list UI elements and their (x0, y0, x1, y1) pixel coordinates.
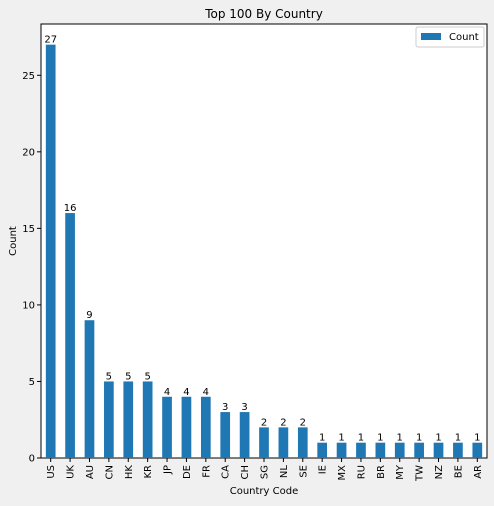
bar (200, 396, 211, 458)
y-tick-label: 5 (29, 377, 35, 388)
y-axis-label: Count (8, 226, 19, 256)
x-tick-label: IE (318, 465, 329, 474)
x-tick-label: SE (298, 465, 309, 478)
data-label: 1 (474, 433, 480, 444)
data-label: 3 (222, 402, 228, 413)
bar (259, 427, 269, 458)
bar (453, 442, 463, 458)
x-tick-label: CA (221, 465, 232, 479)
data-label: 1 (338, 433, 344, 444)
data-label: 3 (241, 402, 247, 413)
y-tick-label: 15 (22, 224, 35, 235)
x-tick-label: TW (415, 465, 426, 482)
data-label: 1 (358, 433, 364, 444)
x-tick-label: MY (395, 464, 406, 480)
x-tick-label: NZ (434, 465, 445, 479)
data-label: 4 (183, 387, 189, 398)
data-label: 1 (435, 433, 441, 444)
bar (162, 396, 172, 458)
data-label: 1 (455, 433, 461, 444)
legend-swatch (421, 33, 441, 40)
x-tick-label: AR (473, 465, 484, 479)
bar (104, 381, 114, 458)
bar (433, 442, 444, 458)
data-label: 4 (164, 387, 170, 398)
bar (181, 396, 192, 458)
bar (356, 442, 366, 458)
plot-area (40, 23, 488, 459)
legend-label: Count (449, 32, 479, 43)
bar (142, 381, 153, 458)
chart-title: Top 100 By Country (204, 7, 323, 21)
data-label: 2 (261, 417, 267, 428)
data-label: 27 (44, 35, 57, 46)
x-tick-label: MX (337, 465, 348, 481)
bar (414, 442, 424, 458)
bar (472, 442, 483, 458)
y-axis: 0 5 10 15 20 25 (22, 71, 41, 465)
data-label: 1 (377, 433, 383, 444)
data-label: 16 (64, 203, 77, 214)
x-tick-label: HK (124, 465, 135, 480)
data-label: 1 (397, 433, 403, 444)
x-axis-label: Country Code (230, 486, 299, 497)
x-tick-label: US (46, 465, 57, 479)
x-tick-label: BE (453, 465, 464, 478)
x-tick-label: CH (240, 465, 251, 480)
bar (84, 320, 95, 458)
x-tick-label: CN (104, 465, 115, 479)
bar (317, 442, 328, 458)
bar (297, 427, 308, 458)
data-label: 4 (203, 387, 209, 398)
x-tick-label: FR (201, 465, 212, 478)
y-tick-label: 10 (22, 300, 35, 311)
data-label: 5 (125, 371, 131, 382)
y-tick-label: 25 (22, 71, 35, 82)
data-label: 1 (416, 433, 422, 444)
x-tick-label: BR (376, 465, 387, 479)
x-tick-label: NL (279, 465, 290, 478)
x-tick-label: SG (260, 465, 271, 479)
x-tick-label: DE (182, 465, 193, 479)
bar (278, 427, 289, 458)
data-label: 5 (106, 371, 112, 382)
bar (239, 412, 250, 458)
x-tick-label: AU (85, 465, 96, 479)
bar (123, 381, 134, 458)
bar-series: 27 16 9 5 5 5 4 4 4 3 3 2 2 2 1 1 1 1 1 1 1 1 1 (44, 35, 483, 459)
data-label: 1 (319, 433, 325, 444)
x-tick-label: KR (143, 465, 154, 479)
bar (336, 442, 347, 458)
y-tick-label: 0 (29, 454, 35, 465)
bar (220, 412, 231, 458)
legend: Count (415, 26, 485, 48)
bar (45, 44, 56, 459)
data-label: 2 (280, 417, 286, 428)
bar (394, 442, 405, 458)
bar (375, 442, 386, 458)
legend-box (415, 26, 485, 48)
x-axis: US UK AU CN HK KR JP DE FR CA CH SG NL SE IE MX RU BR MY TW… (46, 458, 484, 482)
x-tick-label: JP (163, 465, 174, 475)
y-tick-label: 20 (22, 147, 35, 158)
data-label: 9 (86, 310, 92, 321)
x-tick-label: RU (356, 465, 367, 479)
x-tick-label: UK (66, 465, 77, 479)
data-label: 5 (144, 371, 150, 382)
bar (65, 213, 75, 458)
data-label: 2 (300, 417, 306, 428)
